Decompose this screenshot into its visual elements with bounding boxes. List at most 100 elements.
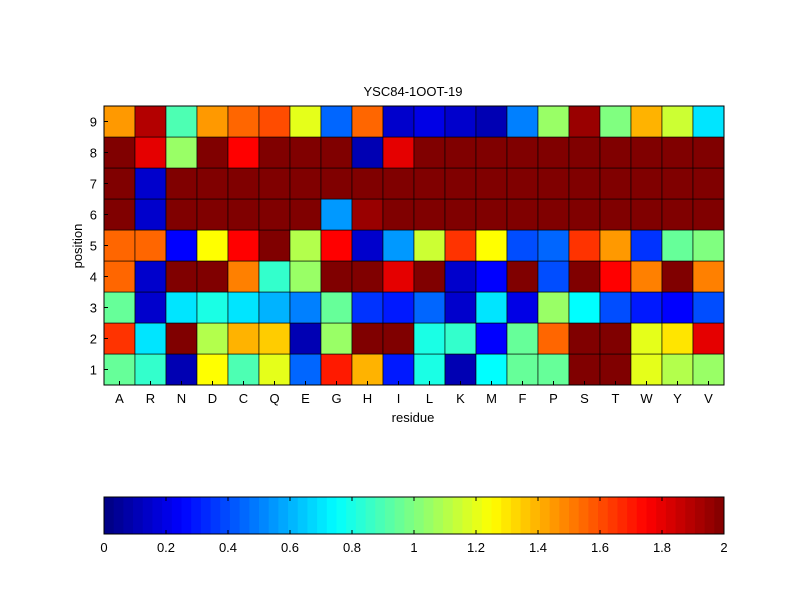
heatmap-cell (382, 260, 415, 293)
heatmap-cell (258, 105, 291, 138)
x-tick-label: K (456, 391, 465, 406)
heatmap-cell (227, 167, 260, 200)
colorbar-segment (336, 497, 347, 534)
heatmap-cell (227, 260, 260, 293)
heatmap-cell (258, 260, 291, 293)
heatmap-cell (289, 229, 322, 262)
heatmap-cell (568, 229, 601, 262)
heatmap-cell (227, 291, 260, 324)
heatmap-cell (630, 260, 663, 293)
heatmap-cell (692, 105, 725, 138)
colorbar-segment (288, 497, 299, 534)
heatmap-cell (227, 105, 260, 138)
heatmap-cell (506, 353, 539, 386)
heatmap-cell (196, 291, 229, 324)
heatmap-cell (134, 136, 167, 169)
x-tick-label: N (177, 391, 186, 406)
heatmap-cell (258, 198, 291, 231)
heatmap-cell (599, 105, 632, 138)
colorbar-tick-label: 0.4 (219, 540, 237, 555)
heatmap-cell (103, 353, 136, 386)
heatmap-cell (475, 136, 508, 169)
heatmap-cell (196, 260, 229, 293)
heatmap-cell (475, 198, 508, 231)
x-axis-label: residue (392, 410, 435, 425)
heatmap-cell (537, 136, 570, 169)
heatmap-cell (134, 260, 167, 293)
colorbar-segment (355, 497, 367, 534)
heatmap-cell (134, 353, 167, 386)
colorbar-segment (462, 497, 473, 534)
heatmap-cell (599, 353, 632, 386)
heatmap-cell (692, 291, 725, 324)
heatmap-cell (289, 322, 322, 355)
colorbar-segment (501, 497, 512, 534)
heatmap-cell (165, 105, 198, 138)
heatmap-cell (227, 136, 260, 169)
heatmap-cell (537, 198, 570, 231)
heatmap-cell (475, 322, 508, 355)
heatmap-cell (537, 105, 570, 138)
x-tick-label: G (331, 391, 341, 406)
colorbar-tick-label: 0 (100, 540, 107, 555)
colorbar-tick-label: 1.2 (467, 540, 485, 555)
colorbar-segment (588, 497, 599, 534)
heatmap-cell (506, 229, 539, 262)
colorbar-tick-label: 1.4 (529, 540, 547, 555)
heatmap-cell (165, 353, 198, 386)
heatmap-cell (475, 291, 508, 324)
colorbar-segment (423, 497, 434, 534)
heatmap-cell (258, 136, 291, 169)
heatmap-cell (196, 105, 229, 138)
heatmap-cell (475, 260, 508, 293)
x-tick-label: M (486, 391, 497, 406)
heatmap-cell (165, 322, 198, 355)
colorbar-segment (239, 497, 250, 534)
colorbar-segment (297, 497, 308, 534)
colorbar-segment (220, 497, 231, 534)
y-tick-label: 1 (90, 363, 97, 378)
colorbar-segment (685, 497, 696, 534)
colorbar-segment (123, 497, 134, 534)
heatmap-cell (320, 322, 353, 355)
heatmap-cell (413, 353, 446, 386)
colorbar-segment (171, 497, 182, 534)
colorbar-segment (443, 497, 454, 534)
heatmap-cell (289, 105, 322, 138)
heatmap-cell (382, 105, 415, 138)
heatmap-cell (661, 167, 694, 200)
heatmap-cell (382, 291, 415, 324)
heatmap-cell (196, 322, 229, 355)
y-tick-label: 2 (90, 332, 97, 347)
colorbar-segment (181, 497, 192, 534)
heatmap-cell (661, 291, 694, 324)
y-tick-label: 7 (90, 177, 97, 192)
heatmap-cell (351, 136, 384, 169)
heatmap-cell (289, 291, 322, 324)
y-axis-ticks: 1 2 3 4 5 6 7 8 9 (90, 115, 108, 378)
heatmap-cell (289, 353, 322, 386)
heatmap-cell (444, 229, 477, 262)
colorbar-segment (510, 497, 522, 534)
heatmap-cell (661, 198, 694, 231)
heatmap-cell (258, 229, 291, 262)
heatmap-cell (134, 198, 167, 231)
heatmap-cell (103, 105, 136, 138)
heatmap-cell (475, 229, 508, 262)
x-tick-label: V (704, 391, 713, 406)
colorbar-segment (200, 497, 212, 534)
y-tick-label: 6 (90, 208, 97, 223)
heatmap-cell (320, 353, 353, 386)
heatmap-cell (692, 198, 725, 231)
y-tick-label: 8 (90, 146, 97, 161)
heatmap-cell (196, 136, 229, 169)
heatmap-cell (320, 198, 353, 231)
heatmap-cell (475, 167, 508, 200)
colorbar-segment (665, 497, 677, 534)
colorbar-tick-label: 0.6 (281, 540, 299, 555)
colorbar (104, 497, 725, 534)
heatmap-cell (320, 229, 353, 262)
heatmap-cell (506, 136, 539, 169)
colorbar-segment (520, 497, 531, 534)
colorbar-segment (404, 497, 415, 534)
